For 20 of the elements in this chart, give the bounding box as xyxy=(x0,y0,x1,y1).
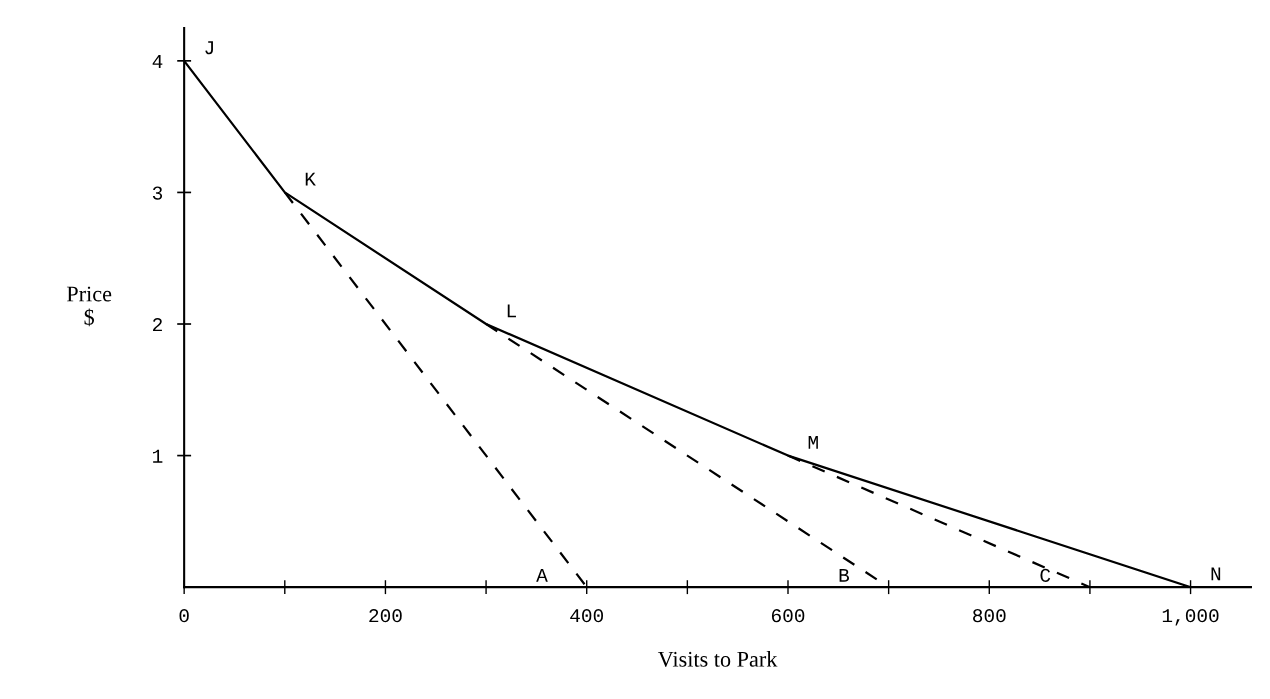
annotation: L xyxy=(507,304,516,318)
y-axis-title: Price $ xyxy=(66,286,112,327)
annotation: J xyxy=(205,41,213,55)
x-tick-label: 200 xyxy=(369,609,402,623)
annotation: B xyxy=(839,568,850,582)
annotation: A xyxy=(536,568,548,582)
y-tick-label: 1 xyxy=(153,449,163,463)
y-tick-label: 4 xyxy=(152,55,163,68)
x-tick-label: 800 xyxy=(973,609,1006,623)
y-tick-label: 2 xyxy=(153,318,162,332)
annotation: C xyxy=(1040,568,1051,582)
x-tick-label: 1,000 xyxy=(1162,609,1219,626)
x-axis-title: Visits to Park xyxy=(657,651,778,667)
x-tick-label: 0 xyxy=(179,609,189,623)
y-tick-label: 3 xyxy=(152,186,163,200)
x-tick-label: 400 xyxy=(570,609,604,623)
annotation: N xyxy=(1211,567,1221,581)
x-tick-label: 600 xyxy=(771,609,805,623)
annotation: M xyxy=(808,435,818,449)
annotation: K xyxy=(305,172,316,186)
